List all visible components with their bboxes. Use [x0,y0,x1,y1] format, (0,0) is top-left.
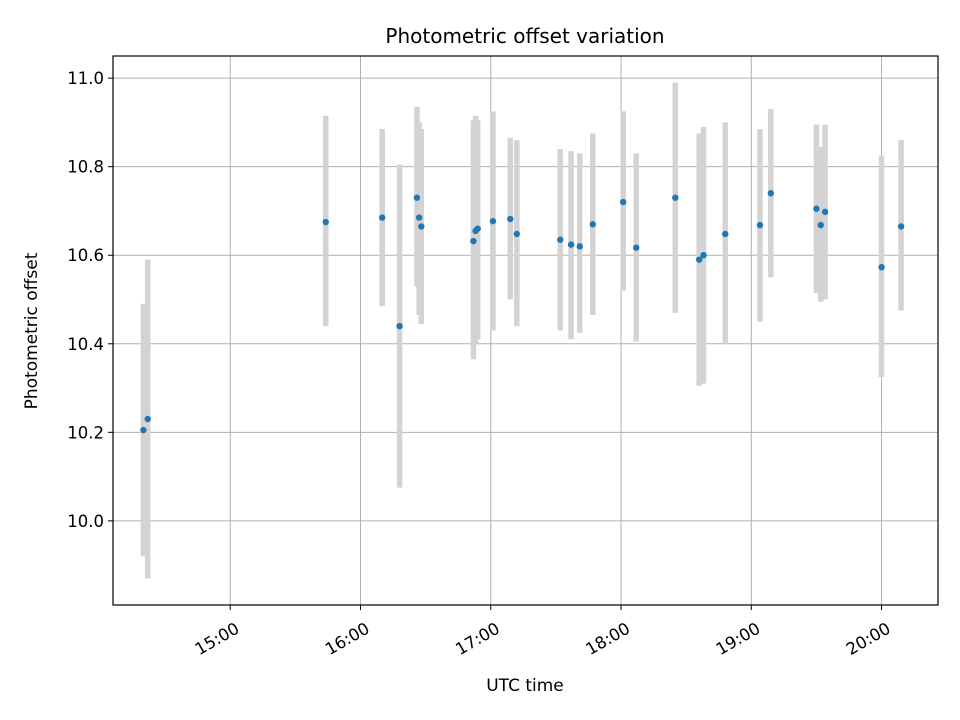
data-point [557,236,564,243]
data-point [821,208,829,216]
y-tick-label: 10.2 [67,423,104,442]
data-point [513,230,521,238]
point-layer [140,190,905,434]
y-axis-title: Photometric offset [22,252,42,409]
data-point [722,230,729,238]
data-point [633,244,640,251]
data-point [767,190,775,197]
data-point [695,256,703,263]
x-axis-title: UTC time [486,676,564,696]
data-point [489,217,497,225]
y-tick-label: 11.0 [67,69,104,88]
data-point [567,241,575,248]
data-point [589,221,597,228]
data-point [619,198,627,206]
chart-title: Photometric offset variation [385,24,664,48]
plot-frame [112,55,939,606]
data-point [576,243,583,250]
data-point [474,225,481,232]
data-point [897,223,905,230]
data-point [813,205,820,212]
data-point [756,221,764,229]
data-point [144,415,151,423]
data-point [415,214,423,221]
data-point [413,194,421,201]
data-point [878,263,885,271]
data-point [396,322,403,330]
data-point [507,215,514,223]
y-axis: 10.0 10.2 10.4 10.6 10.8 11.0 [67,69,113,531]
y-tick-label: 10.6 [67,246,104,265]
data-point [817,221,824,229]
data-point [379,214,386,221]
y-tick-label: 10.0 [67,512,104,531]
data-point [700,252,707,259]
data-point [322,218,329,226]
data-point [672,194,679,201]
y-tick-label: 10.8 [67,158,104,177]
data-point [418,223,425,230]
data-point [470,237,477,245]
data-point [140,426,147,434]
y-tick-label: 10.4 [67,335,104,354]
